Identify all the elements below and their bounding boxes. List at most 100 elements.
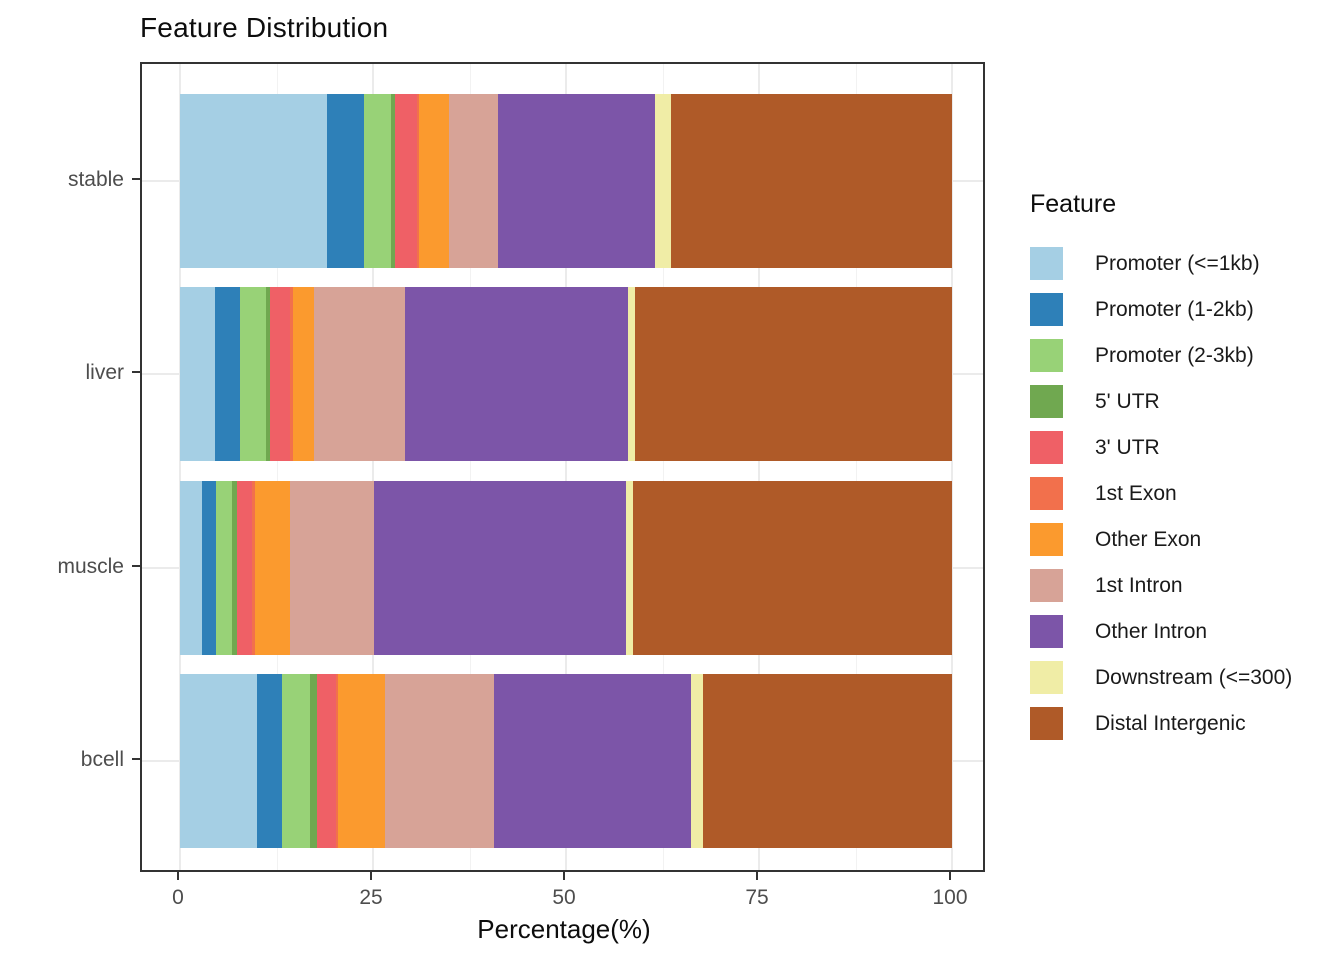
bar-segment-liver-1st-intron <box>314 287 406 462</box>
legend-item-label: 5' UTR <box>1095 389 1160 413</box>
legend-items: Promoter (<=1kb) Promoter (1-2kb) Promoter… <box>1030 247 1292 740</box>
plot-title: Feature Distribution <box>140 12 389 43</box>
legend-item-distal-intergenic: Distal Intergenic <box>1030 707 1292 740</box>
bar-segment-muscle-promoter-1kb- <box>180 480 202 655</box>
legend-item-other-exon: Other Exon <box>1030 523 1292 556</box>
legend-title: Feature <box>1030 190 1117 218</box>
bar-segment-bcell-downstream-300- <box>691 673 703 848</box>
bar-row-stable <box>180 94 952 268</box>
gridline-major-x25 <box>372 64 374 870</box>
legend-key-swatch <box>1030 661 1063 694</box>
bar-segment-liver-distal-intergenic <box>634 287 952 462</box>
x-tick-100 <box>949 872 951 880</box>
bar-segment-bcell-distal-intergenic <box>702 673 952 848</box>
legend-key-swatch <box>1030 385 1063 418</box>
bar-segment-bcell-1st-exon <box>335 673 339 848</box>
legend-key-swatch <box>1030 523 1063 556</box>
legend-key-swatch <box>1030 431 1063 464</box>
gridline-minor-x12.5 <box>276 64 278 870</box>
legend-item-label: 1st Intron <box>1095 573 1183 597</box>
bar-segment-stable-promoter-1kb- <box>180 94 327 268</box>
bar-segment-bcell-3-utr <box>317 673 336 848</box>
y-tick-label-liver: liver <box>85 361 124 385</box>
bar-segment-liver-promoter-1kb- <box>180 287 215 462</box>
bar-segment-stable-1st-exon <box>416 94 420 268</box>
gridline-minor-x62.5 <box>662 64 664 870</box>
legend-key-swatch <box>1030 615 1063 648</box>
legend-item-downstream-300-: Downstream (<=300) <box>1030 661 1292 694</box>
bar-segment-muscle-other-intron <box>374 480 627 655</box>
bar-segment-stable-other-exon <box>419 94 450 268</box>
legend-item-1st-exon: 1st Exon <box>1030 477 1292 510</box>
x-tick-label-100: 100 <box>932 886 968 909</box>
bars-layer <box>142 64 983 870</box>
gridline-major-x0 <box>179 64 181 870</box>
legend-key-swatch <box>1030 707 1063 740</box>
bar-segment-bcell-promoter-1-2kb- <box>257 673 282 848</box>
bar-segment-stable-distal-intergenic <box>670 94 952 268</box>
legend-item-promoter-1kb-: Promoter (<=1kb) <box>1030 247 1292 280</box>
y-tick-liver <box>132 371 140 374</box>
x-tick-label-25: 25 <box>359 886 383 909</box>
legend-item-label: Other Exon <box>1095 527 1202 551</box>
bar-segment-bcell-other-intron <box>494 673 691 848</box>
bar-segment-muscle-3-utr <box>237 480 252 655</box>
x-tick-25 <box>370 872 372 880</box>
legend-key-swatch <box>1030 293 1063 326</box>
legend-item-promoter-1-2kb-: Promoter (1-2kb) <box>1030 293 1292 326</box>
bar-segment-muscle-promoter-2-3kb- <box>216 480 233 655</box>
bar-segment-bcell-promoter-2-3kb- <box>281 673 310 848</box>
y-tick-label-bcell: bcell <box>80 747 124 771</box>
legend-item-label: 1st Exon <box>1095 481 1177 505</box>
legend-item-label: Downstream (<=300) <box>1095 665 1293 689</box>
bar-segment-bcell-other-exon <box>338 673 385 848</box>
bar-segment-muscle-distal-intergenic <box>633 480 952 655</box>
x-tick-label-0: 0 <box>172 886 184 909</box>
bar-segment-stable-5-utr <box>390 94 395 268</box>
gridline-major-x100 <box>951 64 953 870</box>
bar-segment-muscle-5-utr <box>232 480 238 655</box>
bar-segment-muscle-downstream-300- <box>626 480 634 655</box>
plot-panel <box>140 62 985 872</box>
y-tick-bcell <box>132 757 140 760</box>
x-tick-0 <box>177 872 179 880</box>
legend-item-1st-intron: 1st Intron <box>1030 569 1292 602</box>
gridline-major-x50 <box>565 64 567 870</box>
x-axis-title: Percentage(%) <box>477 914 651 944</box>
legend-item-label: Promoter (1-2kb) <box>1095 297 1254 321</box>
x-tick-75 <box>756 872 758 880</box>
bar-segment-stable-3-utr <box>394 94 417 268</box>
legend-item-label: Promoter (2-3kb) <box>1095 343 1254 367</box>
bar-segment-liver-1st-exon <box>289 287 293 462</box>
bar-segment-muscle-other-exon <box>254 480 291 655</box>
y-tick-muscle <box>132 564 140 567</box>
legend-item-3-utr: 3' UTR <box>1030 431 1292 464</box>
legend-item-label: Other Intron <box>1095 619 1208 643</box>
legend-item-label: Promoter (<=1kb) <box>1095 251 1260 275</box>
bar-segment-liver-downstream-300- <box>628 287 635 462</box>
bar-segment-liver-promoter-2-3kb- <box>240 287 266 462</box>
bar-row-liver <box>180 287 952 462</box>
legend-key-swatch <box>1030 569 1063 602</box>
gridline-minor-x37.5 <box>469 64 471 870</box>
bar-segment-liver-other-intron <box>405 287 629 462</box>
legend-item-label: Distal Intergenic <box>1095 711 1246 735</box>
legend-key-swatch <box>1030 477 1063 510</box>
gridline-minor-x87.5 <box>855 64 857 870</box>
legend-key-swatch <box>1030 339 1063 372</box>
legend-item-other-intron: Other Intron <box>1030 615 1292 648</box>
legend-key-swatch <box>1030 247 1063 280</box>
x-tick-50 <box>563 872 565 880</box>
legend-item-5-utr: 5' UTR <box>1030 385 1292 418</box>
bar-segment-liver-other-exon <box>292 287 315 462</box>
legend-item-label: 3' UTR <box>1095 435 1160 459</box>
legend: Feature Promoter (<=1kb) Promoter (1-2kb)… <box>1030 190 1292 753</box>
bar-segment-liver-promoter-1-2kb- <box>214 287 241 462</box>
gridline-major-x75 <box>758 64 760 870</box>
bar-segment-liver-3-utr <box>270 287 290 462</box>
y-tick-label-muscle: muscle <box>57 554 124 578</box>
y-tick-stable <box>132 178 140 180</box>
bar-segment-bcell-5-utr <box>309 673 318 848</box>
bar-segment-stable-other-intron <box>497 94 655 268</box>
